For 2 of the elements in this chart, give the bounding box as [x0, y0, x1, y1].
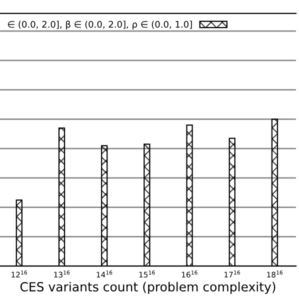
x-axis-title: CES variants count (problem complexity) [20, 282, 276, 294]
legend-label: ∈ (0.0, 2.0], β ∈ (0.0, 2.0], ρ ∈ (0.0, 1.0] [8, 20, 192, 30]
